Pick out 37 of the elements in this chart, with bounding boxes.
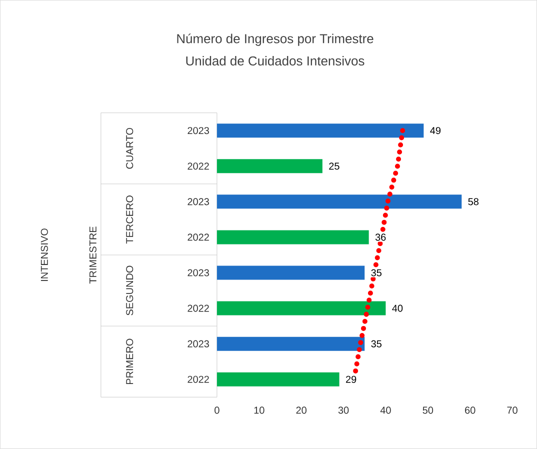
text: TERCERO <box>126 196 134 244</box>
y-tick-label: 2022 <box>188 162 209 170</box>
x-tick-label: 20 <box>296 406 306 414</box>
chart-title: Número de Ingresos por Trimestre <box>177 34 374 46</box>
data-label: 25 <box>329 162 340 170</box>
x-tick-label: 30 <box>338 406 349 414</box>
data-label: 35 <box>371 340 382 348</box>
x-tick-label: 0 <box>214 406 220 414</box>
y-tick-label: 2023 <box>188 340 209 348</box>
x-tick-label: 10 <box>254 406 264 414</box>
y-tick-label: 2022 <box>188 304 209 312</box>
y-tick-label: 2022 <box>188 376 209 383</box>
data-label: 49 <box>430 127 441 134</box>
y-tick-label: 2023 <box>188 269 209 276</box>
bar <box>216 159 322 174</box>
x-tick-label: 40 <box>380 406 391 414</box>
text: SEGUNDO <box>126 266 134 316</box>
bar <box>216 301 386 316</box>
x-tick-label: 60 <box>465 406 476 414</box>
bar <box>216 372 340 386</box>
y-tick-label: 2023 <box>188 198 209 206</box>
bar <box>216 266 365 280</box>
data-label: 58 <box>468 198 479 206</box>
text: CUARTO <box>126 128 134 169</box>
bar <box>216 336 365 351</box>
bar <box>216 194 462 209</box>
text: TRIMESTRE <box>89 226 96 284</box>
chart-subtitle: Unidad de Cuidados Intensivos <box>186 56 364 66</box>
bar <box>216 124 424 138</box>
data-label: 40 <box>392 304 403 312</box>
y-tick-label: 2023 <box>188 127 209 134</box>
text: INTENSIVO <box>40 228 48 281</box>
x-tick-label: 70 <box>507 406 518 414</box>
y-tick-label: 2022 <box>188 234 209 241</box>
text: PRIMERO <box>126 338 134 384</box>
bar <box>216 230 369 244</box>
x-tick-label: 50 <box>422 406 434 414</box>
